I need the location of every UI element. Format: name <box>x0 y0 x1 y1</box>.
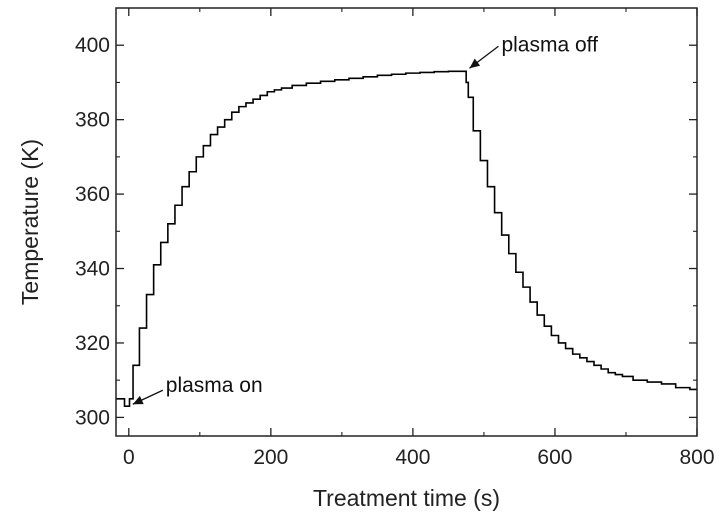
series-line-0 <box>116 70 697 408</box>
x-tick-label: 800 <box>679 446 714 469</box>
y-tick-label: 360 <box>75 183 110 206</box>
y-axis-label: Temperature (K) <box>17 139 43 305</box>
annotation-plasma-on: plasma on <box>166 374 263 397</box>
y-tick-label: 320 <box>75 332 110 355</box>
x-tick-label: 0 <box>123 446 135 469</box>
x-axis-label: Treatment time (s) <box>313 485 500 511</box>
axis-ticks: 0 200 400 600 800 300 320 340 360 380 400 <box>75 8 715 469</box>
x-tick-label: 600 <box>537 446 572 469</box>
plot-frame <box>115 7 698 437</box>
y-tick-label: 400 <box>75 34 110 57</box>
y-tick-label: 340 <box>75 258 110 281</box>
arrow-plasma-off-head <box>469 58 481 69</box>
x-tick-label: 200 <box>253 446 288 469</box>
axis-labels: Treatment time (s) Temperature (K) <box>17 139 500 511</box>
arrow-plasma-on-head <box>132 395 144 405</box>
y-tick-label: 300 <box>75 406 110 429</box>
annotation-plasma-off: plasma off <box>501 33 598 56</box>
x-tick-label: 400 <box>395 446 430 469</box>
annotations: plasma on plasma off <box>132 33 598 405</box>
plot-area <box>116 70 697 408</box>
y-tick-label: 380 <box>75 109 110 132</box>
